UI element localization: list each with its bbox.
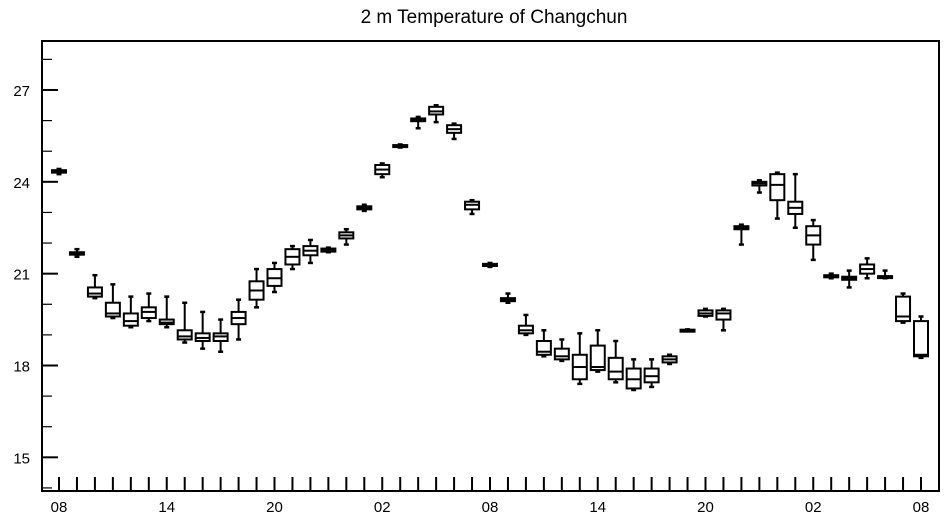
box-plot	[248, 267, 265, 309]
y-tick-label: 21	[13, 267, 30, 284]
box-plot	[643, 358, 660, 389]
box-plot	[859, 257, 876, 280]
box-plot	[499, 292, 516, 304]
box-plot	[482, 261, 498, 269]
x-tick-label: 02	[805, 499, 822, 516]
x-tick-label: 14	[589, 499, 606, 516]
box-plot	[104, 283, 121, 320]
y-tick-label: 18	[13, 358, 30, 375]
box-plot	[302, 238, 319, 265]
box-plot	[122, 295, 139, 329]
box-plot	[51, 167, 67, 176]
box-plot	[787, 172, 804, 229]
y-tick-label: 27	[13, 83, 30, 100]
box-plot	[158, 295, 175, 329]
box-plot	[194, 310, 211, 350]
box-plot	[464, 198, 481, 216]
box-plot	[823, 272, 840, 280]
box-plot	[805, 218, 822, 262]
box-plot	[68, 247, 85, 259]
box-plot	[517, 313, 534, 337]
x-tick-label: 08	[51, 499, 68, 516]
box-plot	[751, 179, 768, 194]
box	[86, 286, 103, 298]
box-plot	[338, 228, 355, 246]
box-plot	[697, 307, 714, 318]
x-tick-label: 14	[158, 499, 175, 516]
box	[715, 309, 732, 321]
box-plot	[535, 329, 552, 358]
box-plot	[446, 122, 463, 141]
y-tick-label: 15	[13, 450, 30, 467]
x-tick-label: 02	[374, 499, 391, 516]
box-plot	[553, 338, 570, 363]
y-axis: 15 18 21 24 27	[13, 58, 58, 489]
box-plot	[374, 162, 391, 179]
box	[553, 347, 570, 361]
box-plot	[769, 171, 786, 220]
box	[895, 295, 912, 323]
box-plot	[913, 315, 929, 360]
box-plot	[176, 301, 193, 344]
x-axis: 08 14 20 02 08 14 20 02 08	[51, 477, 930, 516]
box-plot	[410, 115, 427, 130]
box-plot	[895, 292, 912, 324]
box-plot	[212, 318, 229, 353]
box-plot	[428, 104, 445, 124]
box-plot	[625, 358, 642, 392]
box-plot	[230, 298, 247, 341]
x-tick-label: 20	[697, 499, 714, 516]
box-plot	[320, 246, 337, 254]
box	[122, 312, 139, 327]
box-plot	[733, 223, 750, 246]
x-tick-label: 08	[482, 499, 499, 516]
box	[176, 329, 193, 341]
box-plot	[140, 292, 157, 323]
box-plot	[715, 307, 732, 332]
box-plot	[266, 261, 283, 294]
box-plot	[607, 339, 624, 384]
box-plot	[571, 332, 588, 386]
box-plot	[356, 203, 373, 213]
box-plot	[284, 244, 301, 271]
x-tick-label: 20	[266, 499, 283, 516]
chart-title: 2 m Temperature of Changchun	[361, 7, 628, 28]
box-plot	[877, 269, 894, 280]
box	[607, 356, 624, 381]
box-plot	[679, 328, 696, 333]
box-series	[51, 104, 929, 392]
box-plot	[86, 273, 103, 300]
box	[589, 344, 606, 372]
y-tick-label: 24	[13, 175, 30, 192]
box-plot	[841, 269, 858, 289]
x-tick-label: 08	[913, 499, 930, 516]
box-plot	[392, 143, 409, 149]
box-plot	[661, 353, 678, 366]
box	[913, 320, 929, 358]
box-plot	[589, 329, 606, 373]
box	[769, 173, 786, 202]
